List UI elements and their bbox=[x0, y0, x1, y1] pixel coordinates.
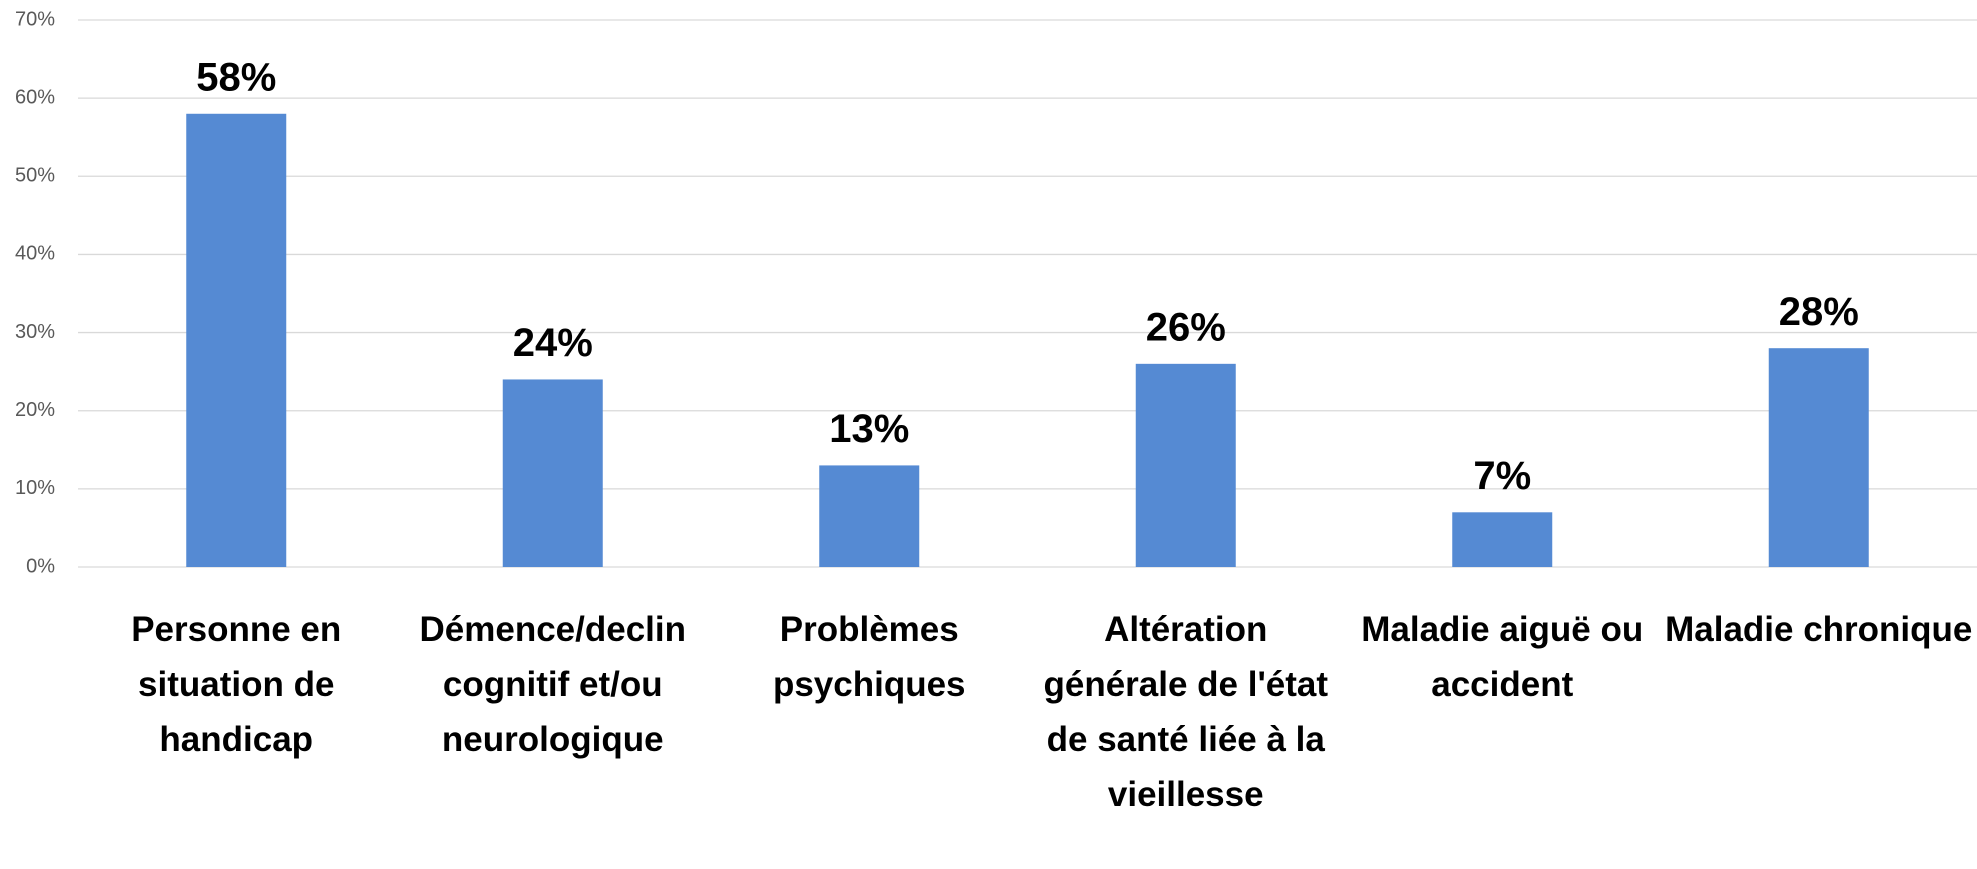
bar bbox=[502, 379, 603, 567]
x-tick-label: Problèmes psychiques bbox=[772, 610, 966, 704]
x-tick-label: Maladie chronique bbox=[1665, 610, 1973, 649]
y-tick-label: 10% bbox=[15, 477, 55, 499]
data-label: 13% bbox=[829, 407, 909, 451]
bar bbox=[186, 113, 287, 568]
bar bbox=[819, 465, 920, 567]
data-label: 58% bbox=[196, 55, 276, 99]
data-label: 7% bbox=[1473, 454, 1531, 498]
x-tick-label: Altération générale de l'état de santé l… bbox=[1043, 610, 1329, 814]
data-label: 28% bbox=[1779, 290, 1859, 334]
x-tick-label: Maladie aiguë ou accident bbox=[1361, 610, 1644, 704]
bar bbox=[1768, 348, 1869, 567]
bar bbox=[1452, 512, 1553, 567]
y-tick-label: 30% bbox=[15, 321, 55, 343]
y-tick-label: 50% bbox=[15, 165, 55, 187]
y-tick-label: 70% bbox=[15, 8, 55, 30]
data-label: 26% bbox=[1146, 305, 1226, 349]
x-tick-label: Personne en situation de handicap bbox=[131, 610, 342, 759]
bar bbox=[1135, 363, 1236, 567]
y-tick-label: 20% bbox=[15, 399, 55, 421]
data-label: 24% bbox=[513, 321, 593, 365]
y-tick-label: 0% bbox=[26, 555, 55, 577]
y-tick-label: 40% bbox=[15, 243, 55, 265]
x-tick-label: Démence/declin cognitif et/ou neurologiq… bbox=[419, 610, 687, 759]
y-tick-label: 60% bbox=[15, 86, 55, 108]
